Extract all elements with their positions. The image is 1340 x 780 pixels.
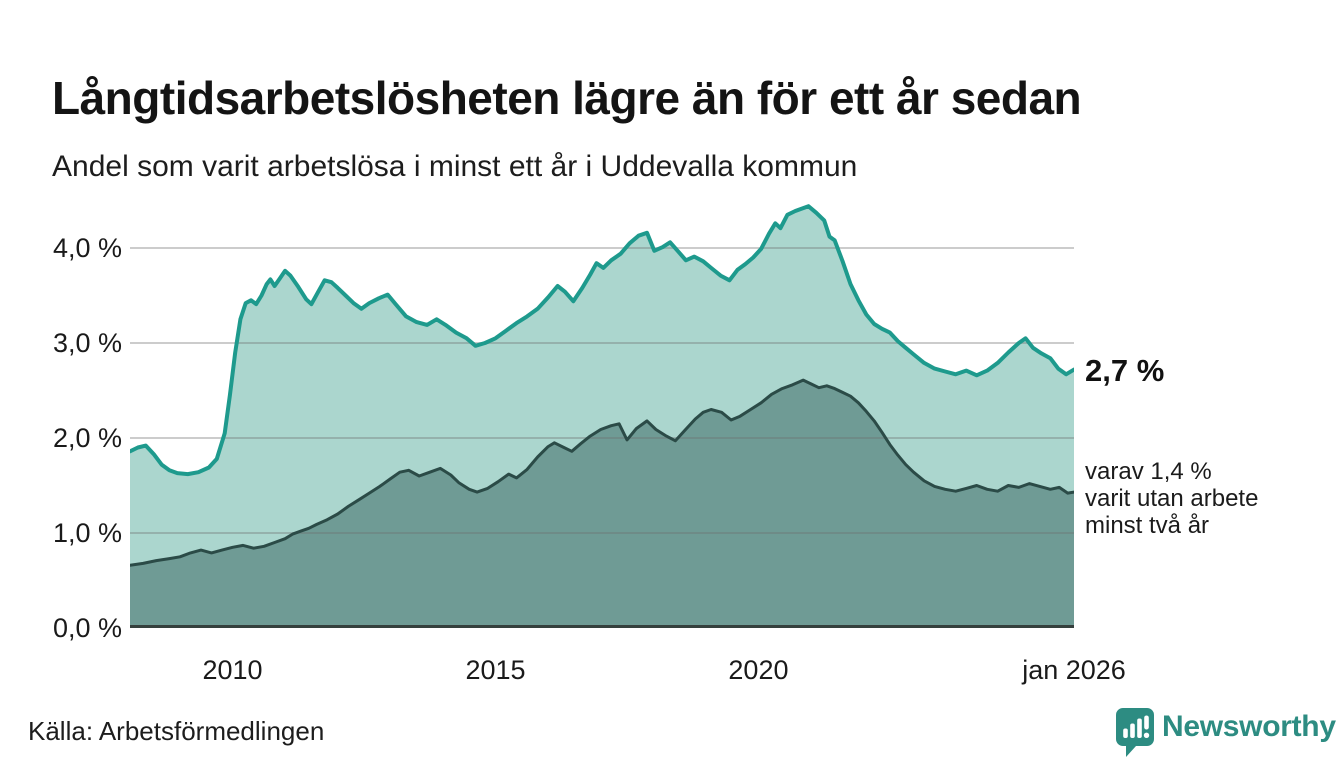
- endpoint-label-one-year: 2,7 %: [1085, 353, 1165, 388]
- newsworthy-wordmark: Newsworthy: [1162, 710, 1336, 743]
- newsworthy-icon: [1116, 708, 1154, 757]
- y-tick-label: 0,0 %: [52, 613, 122, 643]
- area-fill-minst-tva-ar: [130, 380, 1074, 628]
- area-chart-plot: [130, 204, 1074, 628]
- x-tick-label: 2015: [465, 655, 526, 685]
- x-tick-label: 2010: [202, 655, 263, 685]
- x-tick-label: jan 2026: [1022, 655, 1126, 685]
- newsworthy-logo: Newsworthy: [1116, 708, 1336, 758]
- x-tick-label: 2020: [728, 655, 789, 685]
- chart-title: Långtidsarbetslösheten lägre än för ett …: [52, 71, 1082, 124]
- y-tick-label: 2,0 %: [52, 423, 122, 453]
- y-tick-label: 3,0 %: [52, 328, 122, 358]
- y-tick-label: 1,0 %: [52, 518, 122, 548]
- y-tick-label: 4,0 %: [52, 233, 122, 263]
- x-axis-line: [130, 625, 1074, 628]
- source-note: Källa: Arbetsförmedlingen: [28, 716, 325, 746]
- endpoint-note-two-years: varav 1,4 % varit utan arbete minst två …: [1085, 458, 1259, 539]
- series-line-minst-ett-ar: [130, 204, 1074, 477]
- chart-subtitle: Andel som varit arbetslösa i minst ett å…: [52, 150, 858, 183]
- series-line-minst-tva-ar: [130, 378, 1074, 567]
